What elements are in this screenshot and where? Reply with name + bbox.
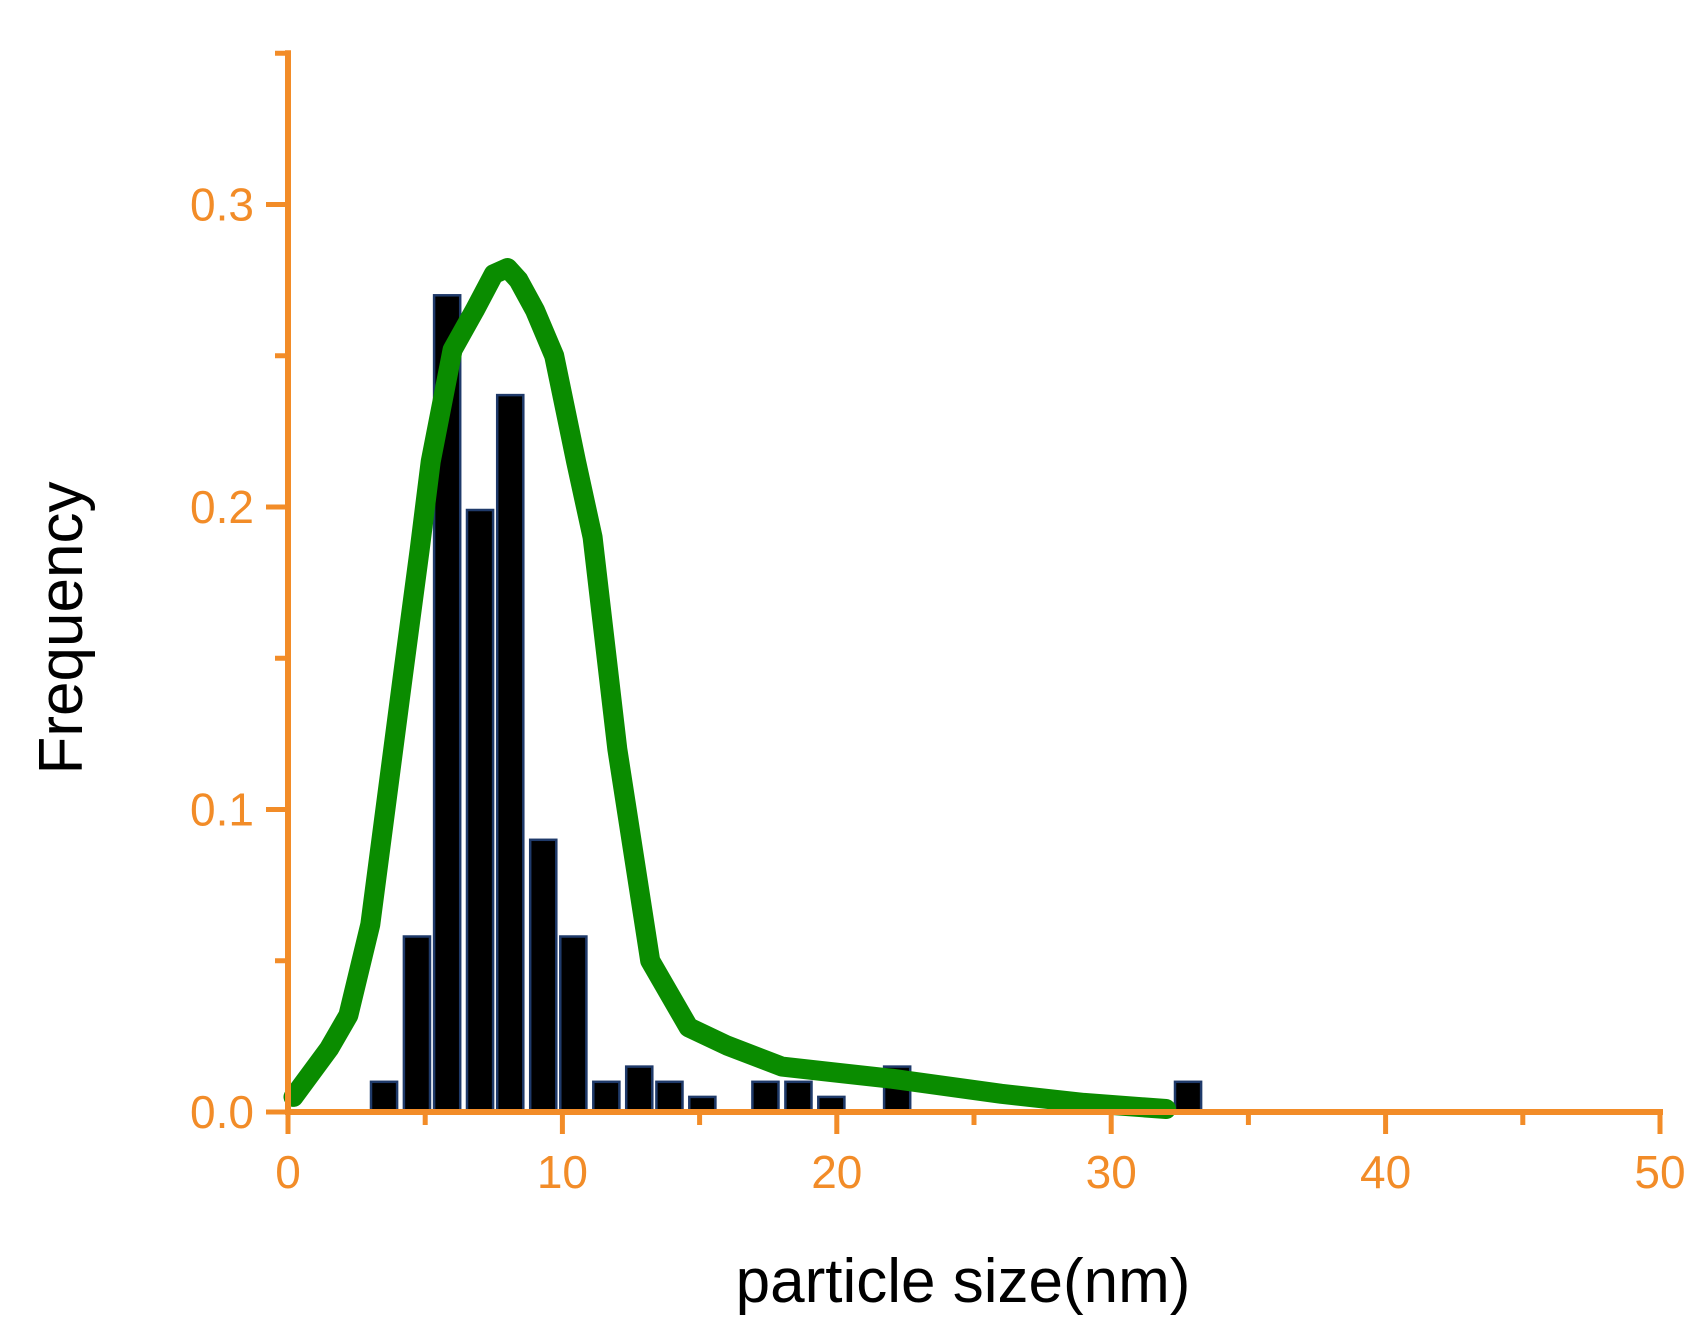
x-axis-title: particle size(nm) bbox=[736, 1247, 1191, 1316]
x-tick-label: 50 bbox=[1634, 1146, 1685, 1198]
tick-labels: 0 10 20 30 40 50 0.0 0.1 0.2 0.3 bbox=[190, 179, 1686, 1199]
y-tick-label: 0.0 bbox=[190, 1086, 254, 1138]
bar bbox=[1173, 1080, 1203, 1114]
bars bbox=[369, 294, 1203, 1114]
distribution-curve bbox=[283, 258, 1177, 1119]
x-tick-label: 10 bbox=[537, 1146, 588, 1198]
bar bbox=[751, 1080, 780, 1114]
x-tick-label: 40 bbox=[1360, 1146, 1411, 1198]
y-tick-label: 0.1 bbox=[190, 784, 254, 836]
bar bbox=[369, 1080, 399, 1114]
bar bbox=[402, 935, 432, 1114]
x-tick-label: 0 bbox=[275, 1146, 301, 1198]
axes bbox=[266, 50, 1663, 1134]
y-tick-label: 0.2 bbox=[190, 481, 254, 533]
bar bbox=[465, 508, 495, 1114]
bar bbox=[559, 935, 588, 1114]
distribution-curve-layer bbox=[283, 258, 1177, 1119]
y-tick-label: 0.3 bbox=[190, 179, 254, 231]
x-tick-label: 20 bbox=[811, 1146, 862, 1198]
bar bbox=[592, 1080, 621, 1114]
bar bbox=[624, 1065, 654, 1114]
bar bbox=[784, 1080, 813, 1114]
y-axis-title: Frequency bbox=[27, 482, 96, 775]
x-tick-label: 30 bbox=[1086, 1146, 1137, 1198]
bar bbox=[655, 1080, 684, 1114]
bar bbox=[495, 393, 525, 1114]
bar bbox=[528, 838, 558, 1114]
